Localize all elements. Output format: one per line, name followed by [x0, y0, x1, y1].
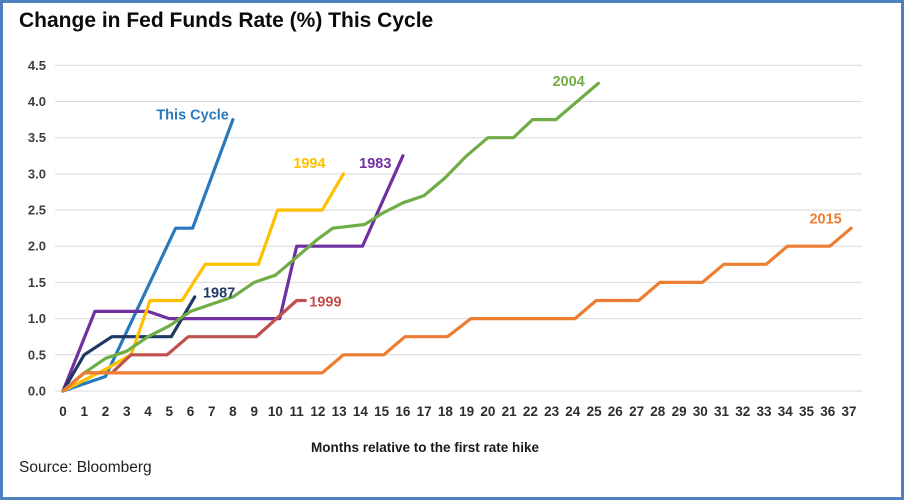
x-tick-label: 17 — [417, 404, 432, 419]
x-tick-label: 30 — [693, 404, 708, 419]
x-tick-label: 27 — [629, 404, 644, 419]
x-tick-label: 10 — [268, 404, 283, 419]
y-tick-label: 3.5 — [28, 130, 46, 145]
series-labels: This Cycle 1983 1987 1994 1999 2004 2015 — [156, 74, 841, 310]
x-tick-label: 35 — [799, 404, 815, 419]
y-tick-label: 1.0 — [28, 311, 46, 326]
x-tick-label: 21 — [502, 404, 518, 419]
y-tick-label: 2.0 — [28, 239, 46, 254]
series-line-2004 — [61, 81, 600, 393]
series-label-1994: 1994 — [293, 156, 325, 172]
x-tick-label: 12 — [310, 404, 325, 419]
x-tick-label: 0 — [59, 404, 67, 419]
x-tick-label: 4 — [144, 404, 152, 419]
y-tick-label: 0.5 — [28, 347, 46, 362]
series-lines — [61, 81, 853, 393]
y-tick-label: 1.5 — [28, 275, 46, 290]
x-tick-label: 1 — [80, 404, 88, 419]
series-label-2015: 2015 — [809, 212, 841, 228]
series-line-1987 — [61, 295, 197, 393]
x-tick-label: 34 — [778, 404, 794, 419]
x-tick-label: 24 — [565, 404, 581, 419]
x-tick-label: 36 — [820, 404, 836, 419]
y-tick-label: 0.0 — [28, 384, 46, 399]
y-tick-label: 4.5 — [28, 58, 46, 73]
y-tick-label: 2.5 — [28, 203, 46, 218]
series-label-1987: 1987 — [203, 286, 235, 302]
x-tick-label: 37 — [841, 404, 856, 419]
x-tick-label: 8 — [229, 404, 237, 419]
x-tick-label: 23 — [544, 404, 560, 419]
x-tick-label: 18 — [438, 404, 454, 419]
x-tick-label: 29 — [672, 404, 687, 419]
x-tick-label: 9 — [250, 404, 258, 419]
x-tick-label: 11 — [290, 404, 305, 419]
x-tick-label: 15 — [374, 404, 390, 419]
source-note: Source: Bloomberg — [19, 459, 152, 476]
x-tick-label: 32 — [735, 404, 750, 419]
series-line-this-cycle — [61, 117, 235, 393]
x-tick-label: 3 — [123, 404, 131, 419]
x-tick-label: 19 — [459, 404, 474, 419]
x-tick-label: 16 — [395, 404, 411, 419]
series-label-1999: 1999 — [309, 294, 341, 310]
x-axis-tick-labels: 0 1 2 3 4 5 6 7 8 9 10 11 12 13 14 15 16 17 18 19 20 21 22 23 24… — [59, 404, 856, 419]
y-tick-label: 4.0 — [28, 94, 46, 109]
x-axis-title: Months relative to the first rate hike — [310, 440, 540, 455]
y-tick-label: 3.0 — [28, 166, 46, 181]
x-tick-label: 28 — [650, 404, 666, 419]
x-tick-label: 14 — [353, 404, 369, 419]
x-tick-label: 33 — [756, 404, 772, 419]
chart-title: Change in Fed Funds Rate (%) This Cycle — [19, 9, 434, 32]
series-line-1983 — [61, 154, 405, 393]
x-tick-label: 31 — [714, 404, 730, 419]
series-line-1994 — [61, 172, 345, 393]
x-tick-label: 25 — [587, 404, 603, 419]
x-tick-label: 13 — [332, 404, 348, 419]
x-tick-label: 2 — [102, 404, 110, 419]
y-axis-tick-labels: 0.0 0.5 1.0 1.5 2.0 2.5 3.0 3.5 4.0 4.5 — [28, 58, 46, 399]
x-tick-label: 7 — [208, 404, 216, 419]
series-line-2015 — [61, 226, 853, 393]
x-tick-label: 6 — [187, 404, 195, 419]
series-label-this-cycle: This Cycle — [156, 108, 229, 124]
x-tick-label: 20 — [480, 404, 495, 419]
x-tick-label: 5 — [165, 404, 173, 419]
x-tick-label: 22 — [523, 404, 538, 419]
x-tick-label: 26 — [608, 404, 624, 419]
series-label-1983: 1983 — [359, 156, 391, 172]
series-label-2004: 2004 — [552, 74, 584, 90]
